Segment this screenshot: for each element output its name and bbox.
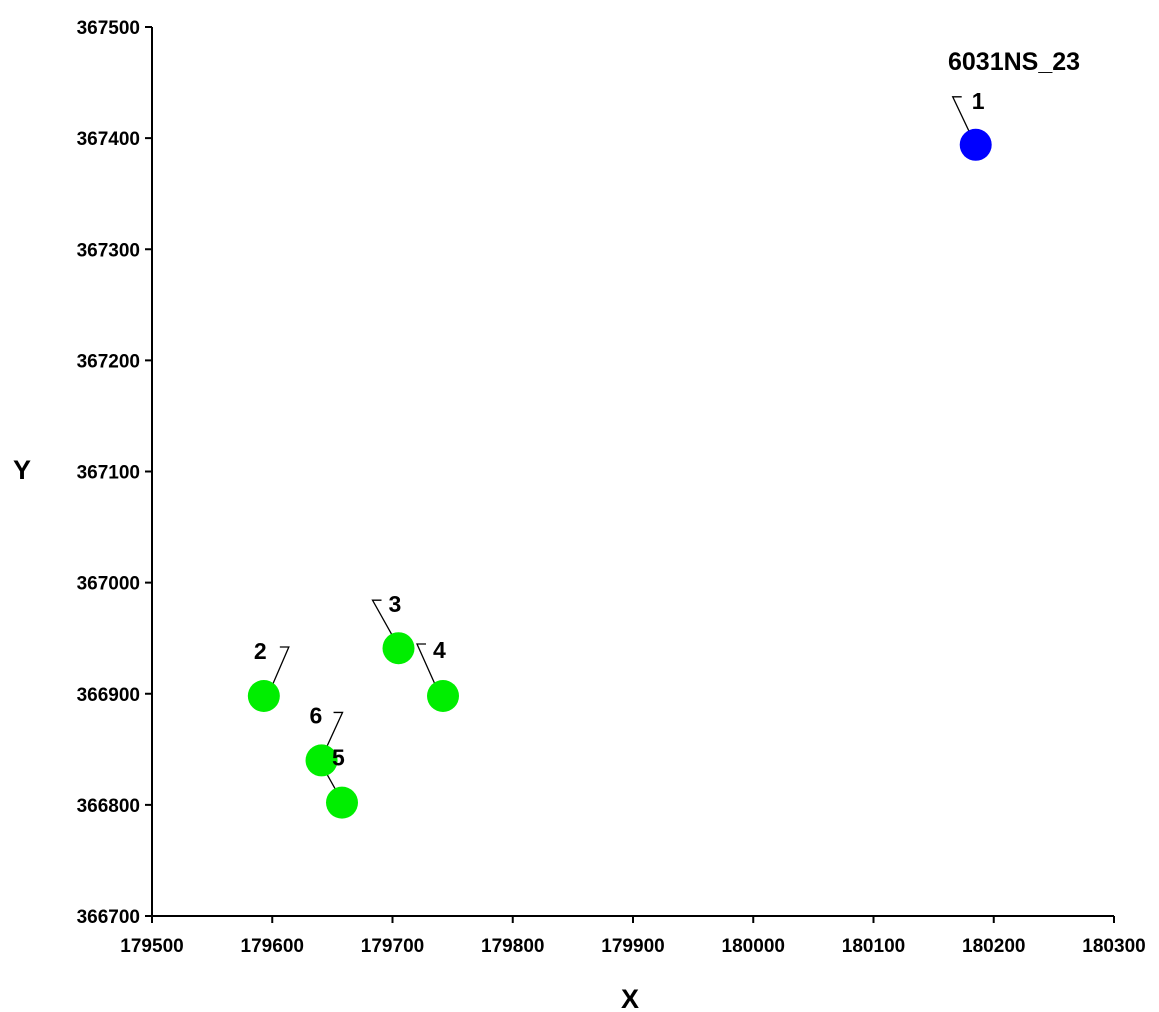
- leader-line-3: [371, 599, 397, 642]
- x-tick-label: 180200: [962, 936, 1025, 957]
- y-tick-label: 367500: [77, 18, 140, 39]
- leader-line-2: [269, 646, 290, 692]
- leader-line-1: [951, 96, 972, 136]
- x-axis-title: X: [621, 984, 639, 1012]
- leader-lines: [269, 96, 972, 796]
- y-tick-label: 366900: [77, 685, 140, 706]
- y-tick-label: 367400: [77, 129, 140, 150]
- data-labels: 1 2 3 4 56: [254, 88, 985, 771]
- tick-marks: 179500 179600 179700 179800 179900 180000 1801…: [77, 18, 1146, 957]
- data-label-1: 1: [972, 88, 985, 114]
- data-point-2: [247, 679, 280, 712]
- axes: [151, 27, 1114, 917]
- x-tick-label: 180000: [722, 936, 785, 957]
- data-point-1: [959, 128, 992, 161]
- x-tick-label: 179600: [241, 936, 304, 957]
- data-label-5: 5: [332, 745, 345, 771]
- y-tick-label: 367000: [77, 574, 140, 595]
- x-tick-label: 179700: [361, 936, 424, 957]
- leader-line-4: [416, 643, 439, 692]
- data-point-5: [325, 786, 358, 819]
- y-tick-label: 366700: [77, 907, 140, 928]
- data-points: [247, 128, 992, 819]
- y-tick-label: 366800: [77, 796, 140, 817]
- x-tick-label: 179800: [481, 936, 544, 957]
- data-label-6: 6: [310, 702, 323, 728]
- leader-line-6: [324, 711, 344, 750]
- data-point-6: [305, 744, 338, 777]
- data-point-4: [427, 679, 460, 712]
- data-label-3: 3: [389, 591, 402, 617]
- x-tick-label: 179900: [601, 936, 664, 957]
- data-point-3: [382, 632, 415, 665]
- x-tick-label: 180100: [842, 936, 905, 957]
- series-annotation: 6031NS_23: [948, 48, 1080, 76]
- data-label-4: 4: [433, 637, 446, 663]
- y-axis-title: Y: [13, 455, 31, 485]
- data-label-2: 2: [254, 638, 267, 664]
- x-tick-label: 180300: [1082, 936, 1145, 957]
- x-tick-label: 179500: [120, 936, 183, 957]
- y-tick-label: 367200: [77, 351, 140, 372]
- y-tick-label: 367300: [77, 240, 140, 261]
- y-tick-label: 367100: [77, 463, 140, 484]
